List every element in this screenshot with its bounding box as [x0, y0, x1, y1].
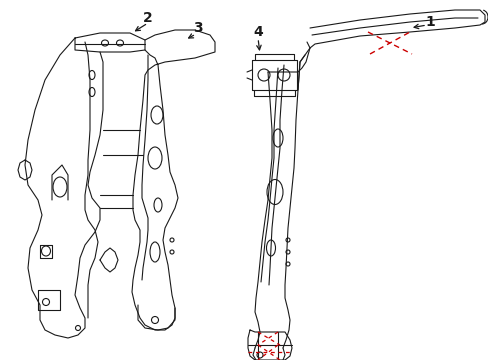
Text: 1: 1: [424, 15, 434, 29]
Text: 4: 4: [253, 25, 263, 39]
Text: 2: 2: [143, 11, 153, 25]
Text: 3: 3: [193, 21, 203, 35]
